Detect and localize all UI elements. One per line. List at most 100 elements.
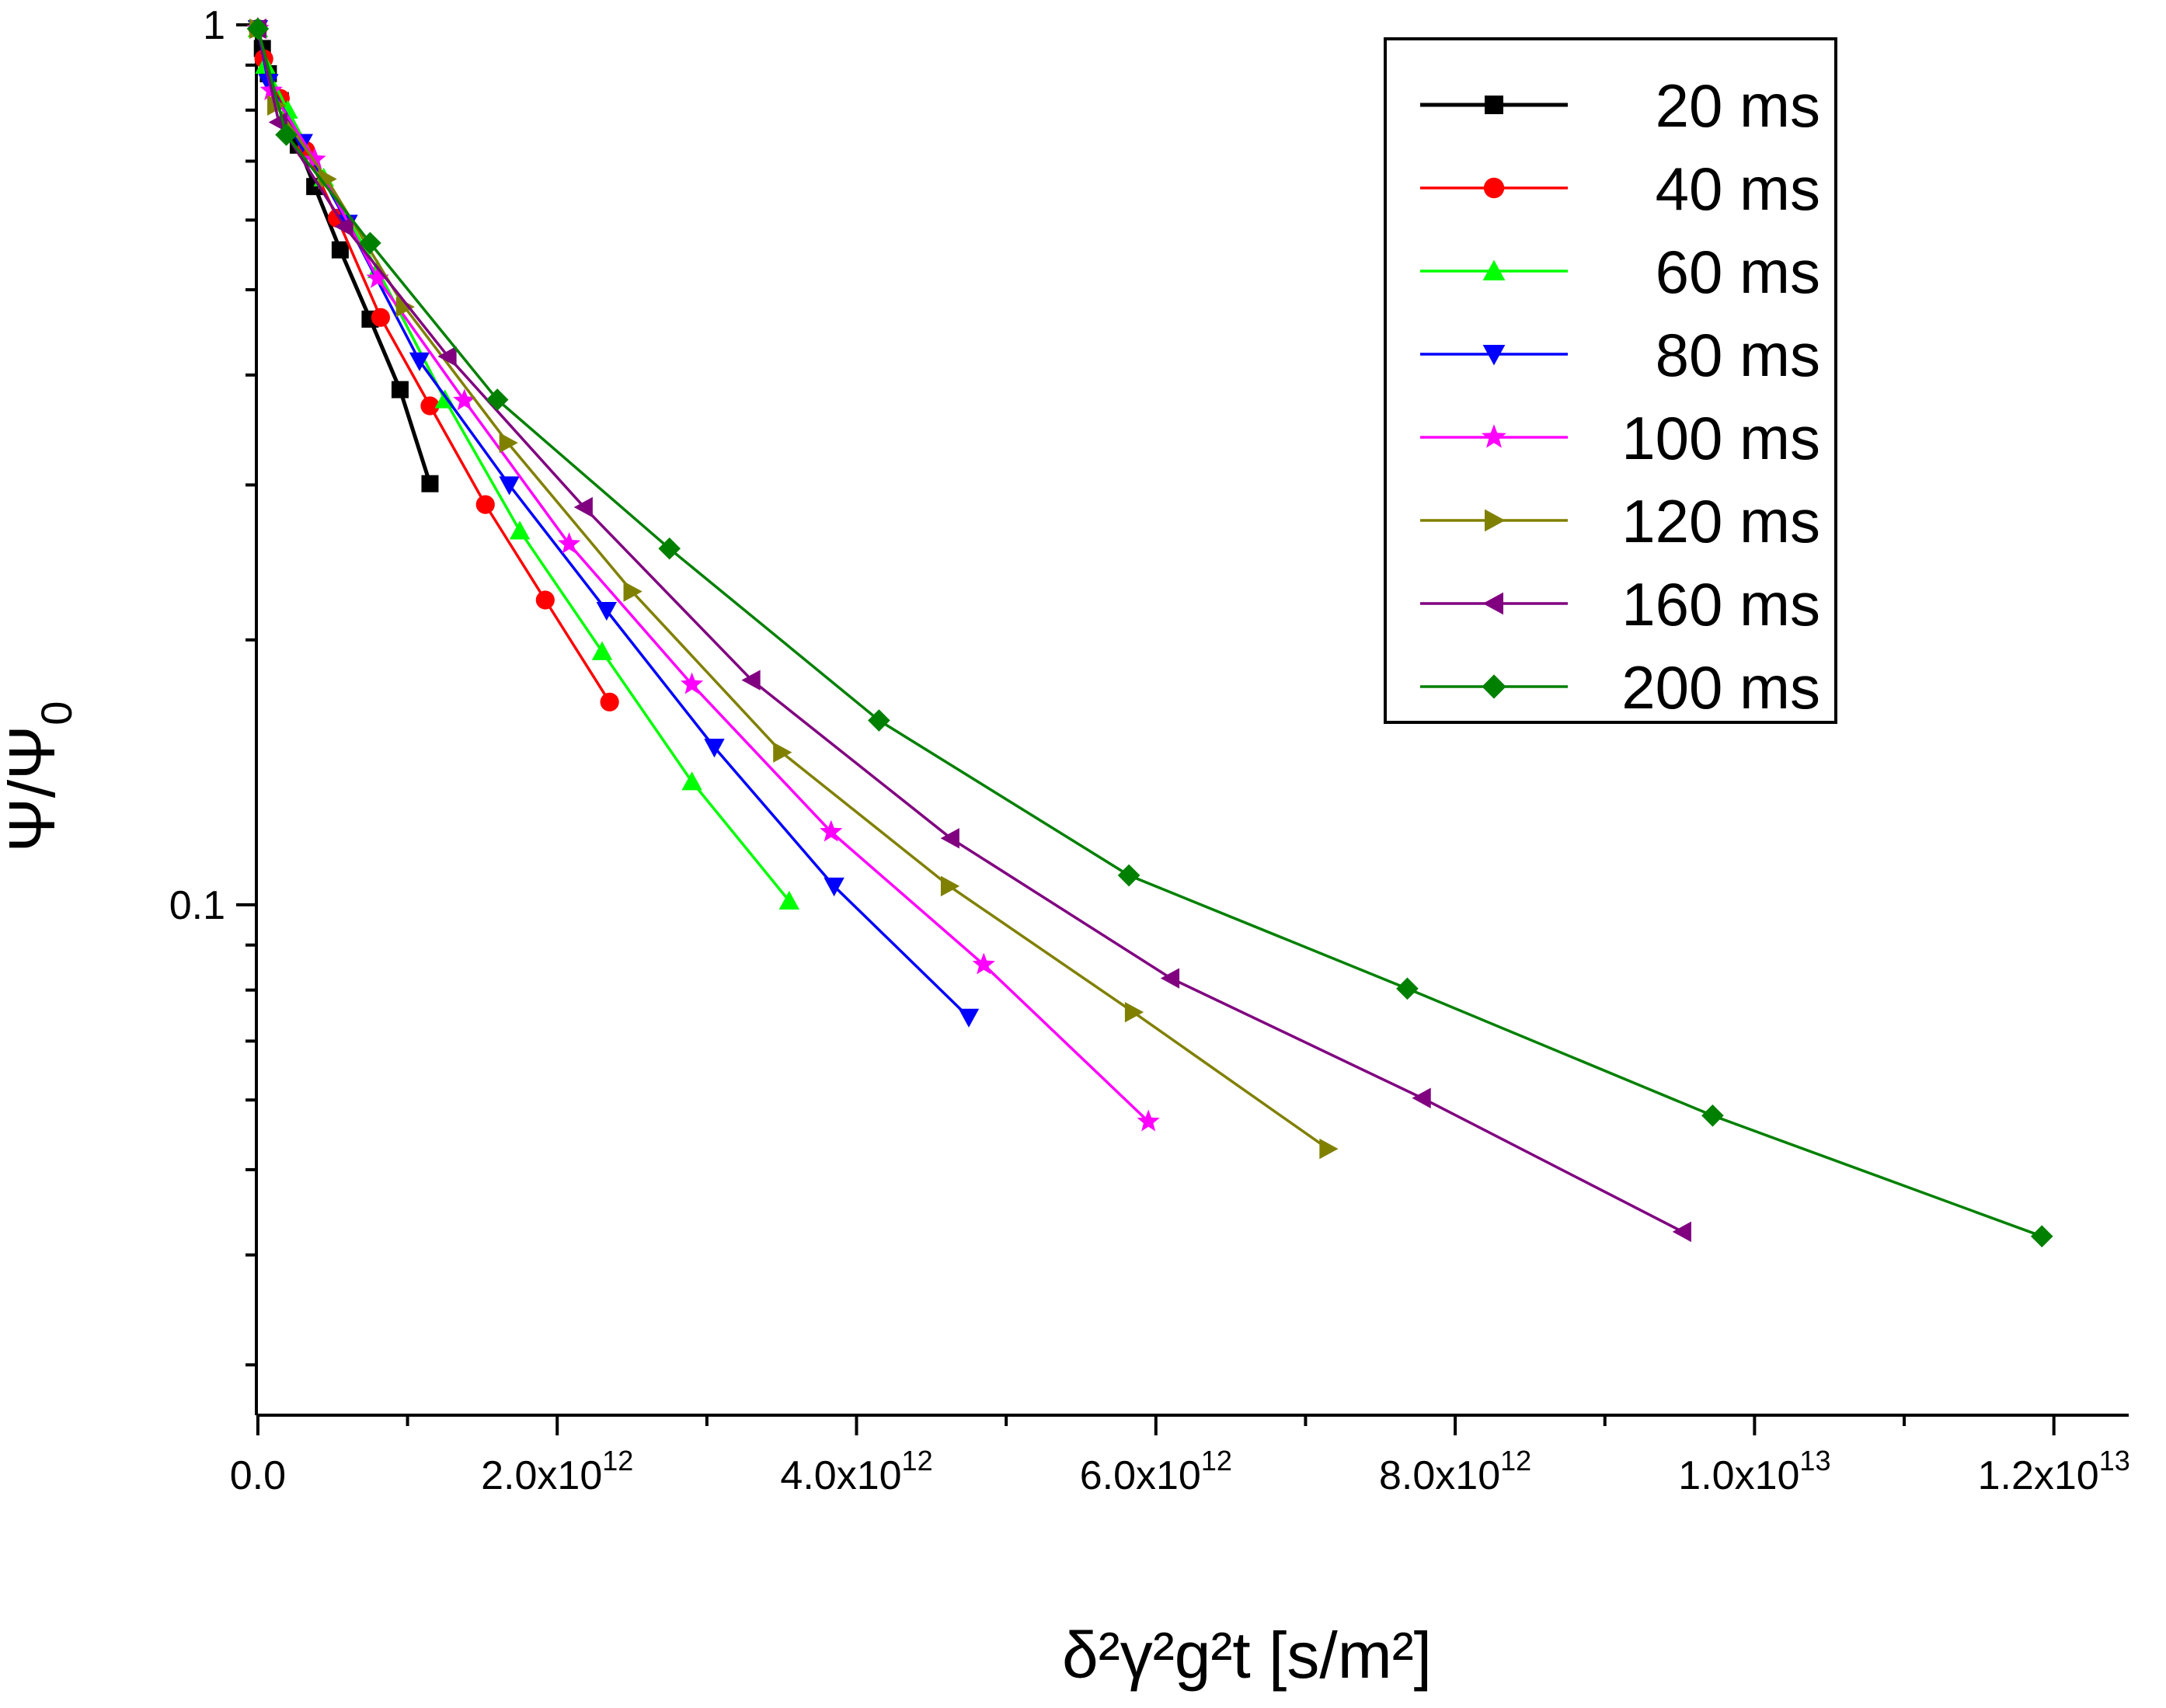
marker-star — [366, 266, 389, 288]
marker-triangle-down — [1482, 345, 1506, 366]
legend-label: 20 ms — [1656, 71, 1820, 140]
legend-item: 40 ms — [1420, 155, 1820, 223]
series-40-ms — [248, 19, 619, 711]
marker-triangle-right — [940, 875, 960, 897]
marker-star — [681, 672, 704, 694]
marker-circle — [420, 396, 440, 416]
marker-star — [972, 952, 995, 975]
marker-triangle-down — [958, 1008, 980, 1028]
marker-diamond — [1701, 1104, 1724, 1127]
x-axis-label: δ²γ²g²t [s/m²] — [1062, 1619, 1432, 1692]
marker-diamond — [1396, 977, 1419, 1000]
x-tick-label: 6.0x1012 — [1080, 1445, 1232, 1498]
marker-triangle-right — [1319, 1138, 1339, 1160]
marker-circle — [600, 692, 619, 711]
marker-triangle-up — [509, 520, 531, 540]
marker-square — [331, 241, 349, 259]
marker-triangle-up — [681, 771, 702, 791]
marker-star — [453, 388, 476, 411]
marker-triangle-up — [778, 890, 800, 910]
marker-star — [558, 532, 581, 554]
series-120-ms — [249, 18, 1339, 1160]
marker-diamond — [2030, 1225, 2053, 1247]
marker-circle — [475, 495, 495, 514]
series-line — [256, 28, 611, 703]
x-tick-label: 1.0x1013 — [1678, 1445, 1830, 1498]
series-line — [256, 28, 2042, 1238]
marker-triangle-down — [596, 601, 617, 621]
marker-circle — [535, 590, 555, 610]
marker-triangle-left — [1482, 592, 1503, 615]
series-100-ms — [246, 16, 1160, 1132]
y-tick-label: 0.1 — [169, 883, 225, 928]
marker-diamond — [658, 537, 681, 560]
series-layer — [246, 16, 2053, 1247]
y-axis-label: Ψ/Ψ0 — [0, 701, 81, 853]
marker-diamond — [1117, 864, 1140, 887]
series-line — [256, 28, 1329, 1150]
marker-circle — [1483, 177, 1505, 199]
legend-item: 160 ms — [1420, 570, 1820, 638]
marker-triangle-left — [1672, 1221, 1691, 1243]
axes: 0.0 2.0x1012 4.0x1012 6.0x1012 8.0x1012 1.0x1… — [169, 3, 2130, 1498]
series-60-ms — [247, 18, 800, 910]
marker-triangle-left — [1412, 1087, 1431, 1108]
y-tick-label: 1 — [203, 3, 225, 48]
marker-triangle-down — [258, 74, 279, 93]
series-200-ms — [246, 17, 2053, 1247]
marker-triangle-right — [267, 95, 287, 116]
marker-diamond — [868, 709, 890, 732]
x-tick-label: 2.0x1012 — [481, 1445, 633, 1498]
x-tick-label: 4.0x1012 — [780, 1445, 932, 1498]
legend: 20 ms 40 ms 60 ms 80 ms 100 ms 120 ms 160 ms 20… — [1384, 37, 1837, 724]
x-tick-label: 0.0 — [230, 1453, 286, 1498]
marker-square — [1485, 96, 1503, 114]
legend-label: 40 ms — [1656, 155, 1820, 223]
legend-item: 200 ms — [1420, 653, 1820, 722]
marker-star — [1482, 424, 1506, 448]
marker-triangle-left — [1160, 968, 1180, 989]
marker-triangle-right — [1485, 509, 1506, 532]
legend-label: 120 ms — [1621, 487, 1820, 555]
x-tick-label: 8.0x1012 — [1379, 1445, 1531, 1498]
legend-item: 20 ms — [1420, 71, 1820, 140]
legend-label: 100 ms — [1621, 404, 1820, 472]
marker-circle — [371, 308, 390, 327]
marker-diamond — [359, 231, 381, 255]
marker-square — [391, 381, 409, 398]
marker-triangle-down — [824, 877, 844, 897]
marker-star — [1137, 1109, 1160, 1132]
marker-triangle-left — [573, 496, 593, 518]
marker-square — [421, 475, 439, 492]
legend-box — [1384, 37, 1837, 724]
marker-triangle-up — [591, 641, 613, 660]
marker-diamond — [486, 388, 509, 411]
legend-label: 200 ms — [1621, 653, 1820, 722]
marker-diamond — [275, 123, 298, 146]
marker-triangle-right — [499, 432, 518, 454]
series-line — [256, 28, 1684, 1233]
marker-diamond — [246, 17, 270, 40]
marker-triangle-up — [1482, 259, 1506, 280]
marker-triangle-left — [940, 828, 959, 849]
marker-triangle-right — [623, 581, 642, 602]
marker-diamond — [1482, 674, 1506, 699]
legend-label: 160 ms — [1621, 570, 1820, 638]
marker-triangle-left — [741, 670, 761, 691]
legend-item: 80 ms — [1420, 321, 1820, 389]
marker-triangle-right — [773, 742, 792, 763]
marker-triangle-left — [334, 216, 353, 237]
marker-triangle-down — [704, 739, 725, 758]
marker-triangle-right — [1124, 1001, 1144, 1023]
series-80-ms — [247, 19, 980, 1028]
marker-triangle-right — [395, 296, 415, 318]
marker-triangle-down — [499, 476, 520, 496]
marker-star — [303, 148, 326, 169]
marker-triangle-down — [409, 352, 430, 371]
legend-label: 60 ms — [1656, 238, 1820, 306]
legend-item: 120 ms — [1420, 487, 1820, 555]
legend-item: 60 ms — [1420, 238, 1820, 306]
series-line — [256, 28, 1150, 1123]
marker-triangle-left — [437, 346, 457, 367]
